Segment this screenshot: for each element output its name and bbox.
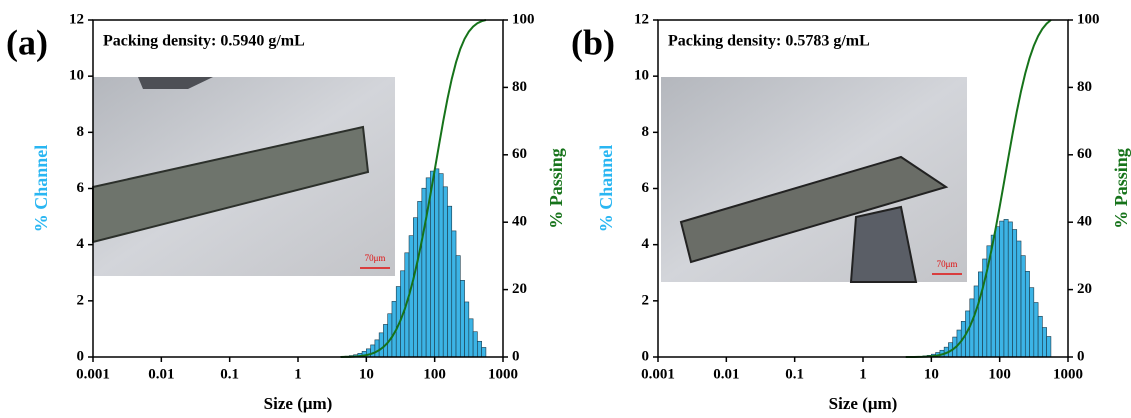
- x-axis-label: Size (μm): [829, 394, 898, 413]
- y2-tick-label: 100: [512, 11, 535, 27]
- y-tick-label: 4: [77, 236, 85, 252]
- y2-tick-label: 20: [1077, 281, 1092, 297]
- scale-label: 70μm: [365, 253, 386, 263]
- y-tick-label: 12: [69, 11, 84, 27]
- x-tick-label: 0.1: [785, 366, 804, 382]
- y2-tick-label: 40: [1077, 214, 1092, 230]
- bar: [1033, 302, 1039, 358]
- x-tick-label: 1: [294, 366, 302, 382]
- scale-label: 70μm: [937, 259, 958, 269]
- y-axis-label: % Channel: [31, 145, 51, 233]
- x-tick-label: 0.001: [641, 366, 675, 382]
- x-tick-label: 1000: [488, 366, 518, 382]
- y-tick-label: 0: [642, 348, 650, 364]
- crystal: [849, 205, 918, 283]
- bar: [464, 301, 470, 358]
- bar: [481, 347, 487, 358]
- y-tick-label: 4: [642, 236, 650, 252]
- y-tick-label: 8: [77, 124, 85, 140]
- x-tick-label: 0.01: [148, 366, 174, 382]
- annotation: Packing density: 0.5783 g/mL: [668, 33, 870, 50]
- y2-axis-label: % Passing: [1111, 148, 1131, 229]
- bar: [383, 324, 388, 358]
- bar: [1003, 219, 1009, 358]
- bar: [413, 217, 418, 358]
- y2-tick-label: 0: [512, 348, 520, 364]
- bar: [430, 170, 435, 358]
- bar: [447, 205, 453, 358]
- y-tick-label: 6: [642, 180, 650, 196]
- bar: [1042, 327, 1047, 358]
- y2-tick-label: 60: [512, 146, 527, 162]
- annotation: Packing density: 0.5940 g/mL: [103, 33, 305, 50]
- y-tick-label: 10: [634, 68, 649, 84]
- bar: [442, 186, 448, 358]
- y-tick-label: 10: [69, 68, 84, 84]
- bar: [1020, 255, 1026, 358]
- bar: [374, 339, 380, 358]
- bar: [438, 173, 444, 358]
- y2-tick-label: 100: [1077, 11, 1100, 27]
- bar: [969, 298, 975, 358]
- bar: [477, 340, 482, 358]
- x-tick-label: 100: [423, 366, 446, 382]
- bar: [1012, 229, 1018, 358]
- x-axis-label: Size (μm): [264, 394, 333, 413]
- x-tick-label: 0.1: [220, 366, 239, 382]
- x-tick-label: 10: [359, 366, 374, 382]
- passing-line: [340, 19, 487, 358]
- bar: [451, 230, 457, 358]
- bar: [973, 285, 979, 358]
- x-tick-label: 0.001: [76, 366, 110, 382]
- bar: [387, 313, 393, 358]
- panel-label: (a): [6, 22, 48, 62]
- bar: [1016, 240, 1022, 358]
- x-tick-label: 100: [988, 366, 1011, 382]
- y-tick-label: 12: [634, 11, 649, 27]
- x-tick-label: 0.01: [713, 366, 739, 382]
- bar: [995, 226, 1000, 358]
- bar: [978, 271, 983, 358]
- y2-tick-label: 60: [1077, 146, 1092, 162]
- x-tick-label: 1: [859, 366, 867, 382]
- y-axis-label: % Channel: [596, 145, 616, 233]
- y2-tick-label: 80: [1077, 79, 1092, 95]
- bar: [434, 168, 440, 358]
- crystal: [138, 77, 213, 89]
- bar: [459, 280, 465, 358]
- bar: [472, 331, 478, 358]
- y-tick-label: 8: [642, 124, 650, 140]
- bar: [999, 220, 1005, 358]
- bar: [455, 255, 461, 358]
- y-tick-label: 0: [77, 348, 85, 364]
- y2-tick-label: 0: [1077, 348, 1085, 364]
- x-tick-label: 1000: [1053, 366, 1083, 382]
- bar: [1007, 221, 1013, 358]
- bar: [468, 318, 474, 358]
- y-tick-label: 6: [77, 180, 85, 196]
- crystal: [679, 155, 949, 264]
- y-tick-label: 2: [642, 292, 650, 308]
- y2-tick-label: 80: [512, 79, 527, 95]
- bar: [421, 187, 427, 358]
- panel-label: (b): [571, 22, 615, 62]
- y2-axis-label: % Passing: [546, 148, 566, 229]
- bar: [990, 234, 996, 358]
- y2-tick-label: 20: [512, 281, 527, 297]
- bar: [1029, 287, 1035, 358]
- bar: [417, 201, 423, 358]
- y-tick-label: 2: [77, 292, 85, 308]
- bar: [1037, 315, 1043, 358]
- bar: [370, 344, 376, 358]
- bar: [1046, 336, 1052, 358]
- bar: [378, 332, 384, 358]
- y2-tick-label: 40: [512, 214, 527, 230]
- x-tick-label: 10: [924, 366, 939, 382]
- bar: [1024, 271, 1030, 358]
